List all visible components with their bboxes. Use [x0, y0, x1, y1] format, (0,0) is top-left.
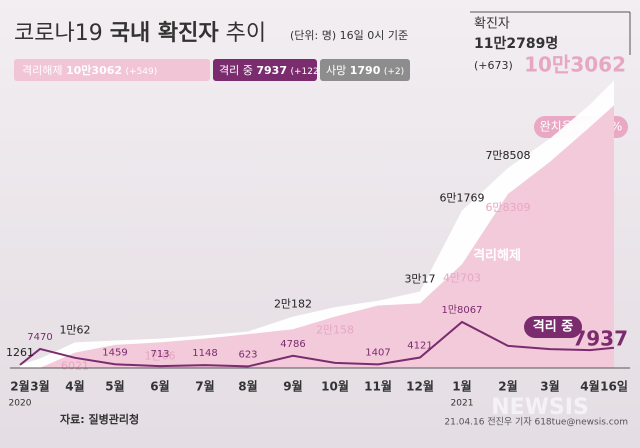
x-tick-label: 1월 — [452, 379, 471, 394]
value-label: 1148 — [192, 348, 217, 359]
chart-title: 코로나19 국내 확진자 추이 — [14, 21, 266, 46]
x-tick-label: 6월 — [150, 379, 169, 394]
plot: 1261 1만62 2만182 3만17 6만1769 7만8508 6021 1만66 2만1… — [6, 53, 630, 409]
legend-value: 1790 — [350, 64, 381, 77]
value-label: 623 — [238, 349, 257, 360]
legend-change: (+2) — [384, 67, 404, 77]
legend-box — [213, 59, 317, 81]
legend-text: 격리해제 10만3062 (+549) — [22, 63, 157, 77]
value-label: 6만1769 — [439, 192, 484, 205]
x-tick-label: 2월 — [10, 379, 29, 394]
legend-label: 격리해제 — [22, 63, 62, 77]
value-label: 1만62 — [59, 323, 90, 336]
x-tick-label: 4월 — [580, 379, 599, 394]
value-label: 1407 — [365, 347, 390, 358]
x-tick-label: 7월 — [195, 379, 214, 394]
legend-text: 사망 1790 (+2) — [326, 64, 404, 77]
legend-box — [14, 59, 210, 81]
x-tick-label: 11월 — [364, 379, 392, 394]
x-tick-label: 10월 — [321, 379, 349, 394]
value-label: 1만8067 — [441, 304, 482, 316]
legend-box — [320, 59, 410, 81]
value-label: 7470 — [27, 332, 52, 343]
value-label: 1만66 — [144, 349, 175, 362]
x-tick-label: 5월 — [105, 379, 124, 394]
source: 자료: 질병관리청 — [60, 412, 139, 426]
title-part: 코로나19 — [14, 21, 103, 46]
value-label: 10만3062 — [524, 53, 626, 77]
title-part: 추이 — [226, 21, 266, 46]
value-label: 3만17 — [404, 273, 435, 286]
year-label: 2021 — [451, 399, 474, 409]
x-tick-label: 8월 — [238, 379, 257, 394]
year-label: 2020 — [9, 399, 32, 409]
series-label: 격리 중 — [533, 319, 573, 335]
x-tick-label: 9월 — [283, 379, 302, 394]
legend-change: (+549) — [126, 67, 158, 77]
value-label: 4만703 — [443, 271, 481, 284]
legend-change: (+122) — [290, 67, 322, 77]
title-part: 국내 확진자 — [110, 21, 220, 46]
value-label: 1261 — [6, 346, 34, 359]
x-tick-label: 3월 — [30, 379, 49, 394]
value-label: 4786 — [280, 339, 305, 350]
credit: 21.04.16 전진우 기자 618tue@newsis.com — [444, 417, 628, 428]
value-label: 4121 — [407, 341, 432, 352]
legend: 격리해제 10만3062 (+549) 격리 중 7937 (+122) 사망 … — [14, 59, 410, 81]
total-change: (+673) — [474, 59, 513, 72]
legend-label: 격리 중 — [219, 64, 253, 77]
value-label: 6만8309 — [485, 201, 530, 214]
value-label: 2만182 — [274, 298, 312, 311]
area — [20, 105, 614, 368]
x-tick-label: 4월 — [65, 379, 84, 394]
value-label: 6021 — [61, 360, 89, 373]
x-tick-label: 3월 — [540, 379, 559, 394]
x-tick-label: 16일 — [600, 380, 628, 394]
value-label: 7937 — [572, 327, 628, 351]
legend-value: 10만3062 — [66, 63, 122, 77]
total-name: 확진자 — [474, 17, 510, 32]
watermark: NEWSIS — [491, 395, 589, 420]
legend-value: 7937 — [256, 64, 287, 77]
subtitle: (단위: 명) 16일 0시 기준 — [290, 28, 408, 42]
series-label-box — [524, 316, 582, 338]
legend-label: 사망 — [326, 64, 346, 77]
legend-text: 격리 중 7937 (+122) — [219, 64, 322, 77]
series-label: 격리해제 — [473, 248, 521, 264]
line — [19, 320, 615, 368]
x-tick-label: 12월 — [406, 379, 434, 394]
value-label: 1459 — [102, 347, 127, 358]
value-label: 7만8508 — [485, 149, 530, 162]
value-label: 713 — [150, 349, 169, 360]
x-tick-label: 2월 — [498, 379, 517, 394]
value-label: 2만158 — [316, 324, 354, 337]
total-value: 11만2789명 — [474, 35, 558, 52]
